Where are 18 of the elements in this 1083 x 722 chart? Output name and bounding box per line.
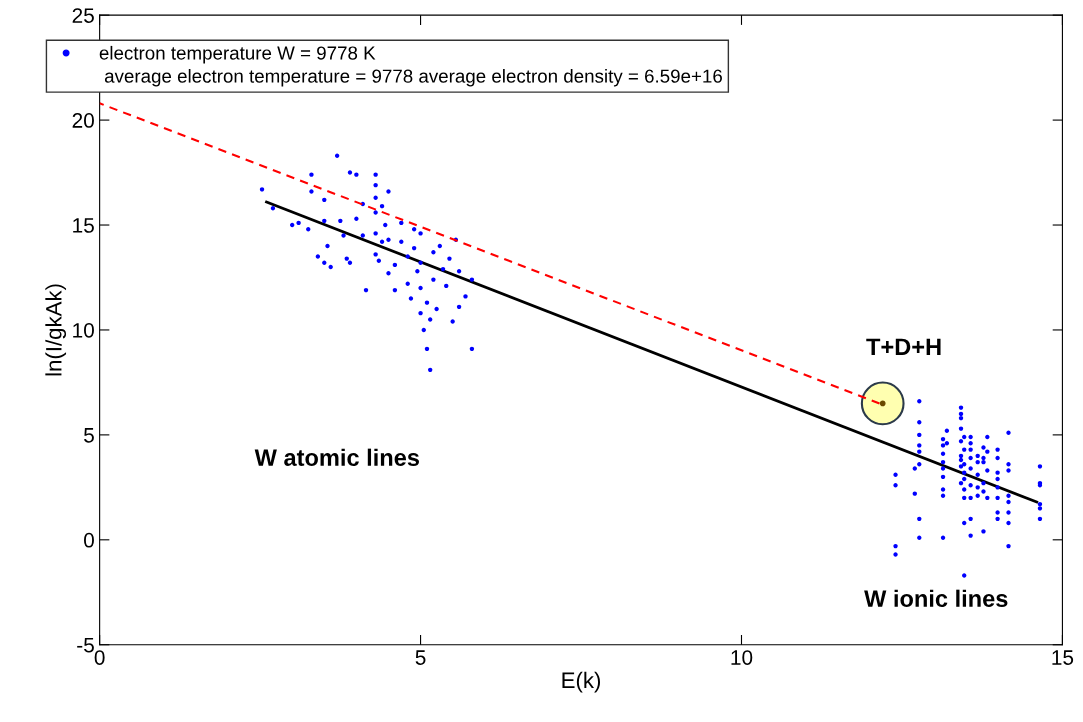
annotation: W ionic lines: [864, 589, 1008, 608]
x-tick-label: 15: [1052, 650, 1074, 665]
y-tick-label: 15: [73, 218, 94, 233]
x-tick-label: 10: [731, 650, 753, 665]
annotation: average electron temperature = 9778 average electron density = 6.59e+16: [104, 69, 722, 87]
y-tick-label: 0: [84, 532, 94, 548]
annotation: W atomic lines: [254, 448, 419, 466]
y-tick-label: 25: [72, 8, 94, 23]
annotation: T+D+H: [866, 338, 941, 355]
y-tick-label: 10: [73, 322, 94, 338]
y-tick-label: 5: [84, 428, 94, 443]
y-tick-label: 20: [72, 113, 94, 128]
x-tick-label: 0: [94, 650, 105, 665]
legend-label: electron temperature W = 9778 K: [99, 45, 376, 64]
y-axis-title: ln(I/gkAk): [45, 284, 67, 376]
x-tick-label: 5: [415, 650, 426, 665]
x-axis-title: E(k): [562, 671, 601, 693]
y-tick-label: -5: [77, 637, 94, 653]
